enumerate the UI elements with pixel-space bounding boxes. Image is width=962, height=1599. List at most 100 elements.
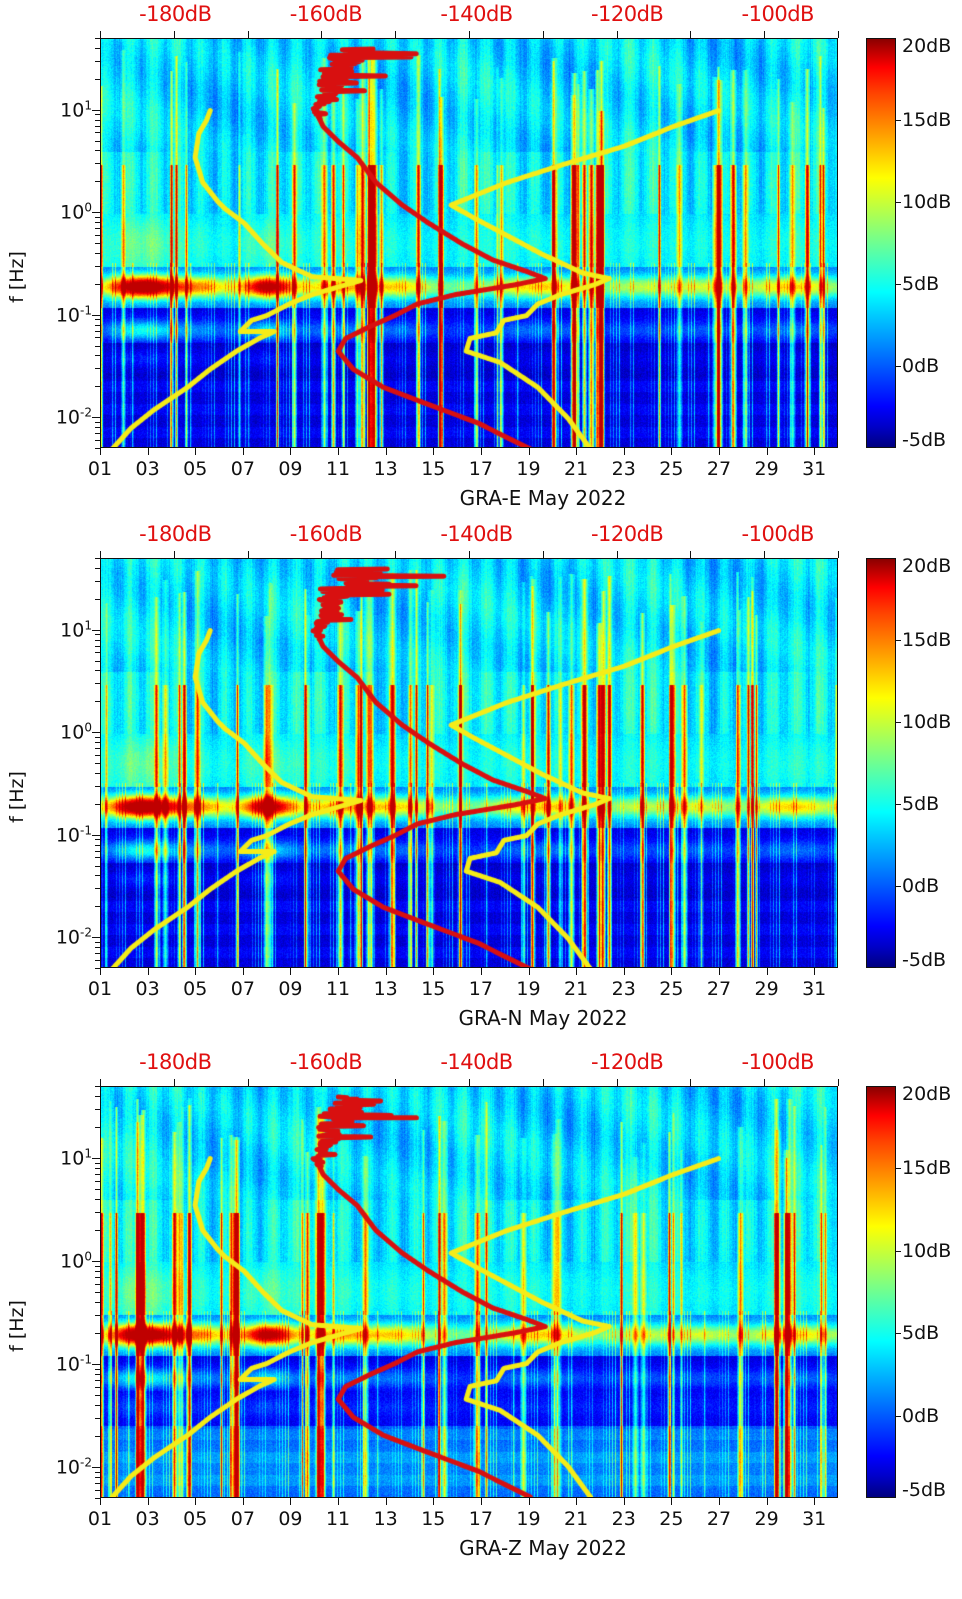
y-axis-tick	[92, 212, 100, 214]
colorbar-tick	[896, 120, 901, 121]
top-axis-label-0: -180dB	[139, 2, 212, 26]
top-axis-tick	[469, 551, 470, 558]
y-axis-minor-tick	[95, 216, 100, 218]
x-axis-tick	[100, 1498, 101, 1505]
y-tick-mantissa: 10	[55, 304, 81, 327]
x-axis-tick	[290, 448, 292, 455]
x-tick-label: 31	[802, 978, 827, 1000]
x-tick-label: 29	[754, 458, 779, 480]
top-axis-label-4: -100dB	[741, 522, 815, 546]
colorbar-tick	[896, 640, 901, 641]
x-axis-tick	[385, 968, 387, 975]
x-axis-tick	[195, 968, 197, 975]
top-axis-tick	[100, 1079, 101, 1086]
x-axis-tick	[433, 968, 435, 975]
colorbar-tick	[896, 1168, 901, 1170]
x-axis-tick	[528, 448, 530, 455]
top-axis-tick	[321, 1079, 323, 1086]
x-tick-label: 01	[87, 1508, 113, 1530]
top-axis-label-3: -120dB	[590, 522, 664, 546]
x-axis-tick	[671, 968, 673, 975]
y-axis-minor-tick	[95, 132, 100, 134]
y-axis-minor-tick	[95, 1332, 100, 1334]
y-axis-minor-tick	[95, 968, 100, 969]
top-axis-tick	[100, 31, 101, 38]
top-axis-label-4: -100dB	[741, 1050, 815, 1074]
y-axis-minor-tick	[95, 243, 100, 244]
y-axis-minor-tick	[95, 1498, 100, 1499]
y-axis-minor-tick	[95, 580, 100, 582]
y-tick-exponent: 0	[84, 200, 92, 215]
x-tick-label: 29	[754, 1508, 779, 1530]
x-tick-label: 03	[135, 978, 160, 1000]
y-axis-minor-tick	[95, 1276, 100, 1278]
y-tick-mantissa: 10	[60, 1147, 85, 1170]
y-axis-minor-tick	[95, 1386, 100, 1388]
y-tick-mantissa: 10	[60, 619, 85, 642]
x-tick-label: 25	[659, 1508, 684, 1530]
y-tick-exponent: -1	[80, 302, 92, 317]
colorbar-tick	[896, 1333, 901, 1335]
top-axis-tick	[838, 31, 839, 38]
top-axis-tick	[838, 1079, 839, 1086]
top-axis-tick	[690, 31, 692, 38]
y-axis-minor-tick	[95, 857, 100, 859]
top-axis-tick	[764, 1079, 766, 1086]
y-axis-minor-tick	[95, 1265, 100, 1267]
y-axis-minor-tick	[95, 1270, 100, 1272]
y-axis-minor-tick	[95, 754, 100, 756]
colorbar-tick	[896, 366, 901, 367]
colorbar-tick	[896, 886, 901, 887]
y-axis-minor-tick	[95, 324, 100, 326]
y-axis-minor-tick	[95, 1173, 100, 1175]
x-axis-tick	[671, 1498, 673, 1505]
y-axis-minor-tick	[95, 772, 100, 774]
x-axis-tick	[718, 448, 720, 455]
colorbar	[866, 1086, 896, 1498]
x-axis-tick	[195, 1498, 197, 1505]
top-axis-label-3: -120dB	[590, 1050, 664, 1074]
x-tick-label: 25	[659, 978, 684, 1000]
y-axis-minor-tick	[95, 941, 100, 943]
y-axis-minor-tick	[95, 1283, 100, 1285]
x-axis-tick	[814, 968, 816, 975]
y-axis-minor-tick	[95, 634, 100, 636]
y-axis-minor-tick	[95, 844, 100, 846]
top-axis-tick	[616, 31, 618, 38]
noise-model-overlay	[101, 1087, 837, 1497]
x-axis-tick	[766, 1498, 768, 1505]
y-axis-tick	[92, 417, 100, 419]
x-tick-label: 21	[564, 458, 589, 480]
top-axis-tick	[764, 31, 766, 38]
y-axis-minor-tick	[95, 1471, 100, 1473]
y-axis-minor-tick	[95, 228, 100, 230]
x-axis-tick	[385, 1498, 387, 1505]
top-axis-label-1: -160dB	[289, 2, 363, 26]
x-axis-tick	[433, 1498, 435, 1505]
y-axis-minor-tick	[95, 1373, 100, 1375]
y-axis-minor-tick	[95, 1301, 100, 1303]
y-tick-exponent: -2	[80, 1455, 92, 1470]
y-axis-minor-tick	[95, 660, 100, 662]
y-tick-exponent: -2	[80, 405, 92, 420]
top-axis-tick	[173, 1079, 175, 1086]
y-axis-minor-tick	[95, 330, 100, 332]
y-tick-label: 10-2	[34, 925, 92, 948]
top-axis-label-1: -160dB	[289, 522, 363, 546]
colorbar-tick-label: 0dB	[902, 355, 940, 377]
x-axis-tick	[814, 448, 816, 455]
x-tick-label: 19	[516, 1508, 541, 1530]
y-axis-minor-tick	[95, 1368, 100, 1370]
y-axis-minor-tick	[95, 1180, 100, 1182]
y-axis-minor-tick	[95, 355, 100, 357]
plot-area	[100, 1086, 838, 1498]
x-tick-label: 21	[564, 1508, 589, 1530]
x-tick-label: 13	[373, 978, 398, 1000]
y-axis-minor-tick	[95, 1108, 100, 1110]
x-axis-tick	[576, 968, 578, 975]
x-tick-label: 07	[230, 458, 255, 480]
y-axis-minor-tick	[95, 1482, 100, 1484]
x-axis-tick	[147, 968, 149, 975]
colorbar-tick	[896, 284, 901, 285]
y-axis-minor-tick	[95, 1292, 100, 1293]
